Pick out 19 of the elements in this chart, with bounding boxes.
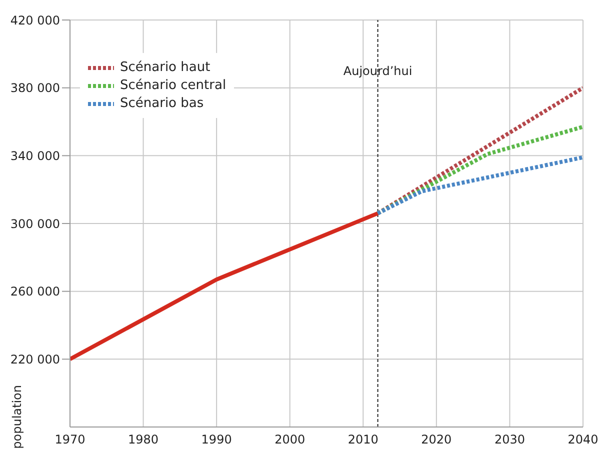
y-tick-label: 300 000	[10, 216, 60, 231]
legend-label: Scénario central	[120, 78, 226, 93]
legend-label: Scénario bas	[120, 96, 204, 111]
x-tick-label: 2000	[274, 432, 306, 447]
x-tick-label: 1990	[201, 432, 232, 447]
x-tick-label: 2040	[568, 432, 598, 447]
y-tick-label: 260 000	[10, 284, 60, 299]
x-tick-label: 2030	[494, 432, 525, 447]
ref-line-label: Aujourd’hui	[343, 64, 412, 78]
x-tick-label: 2010	[348, 432, 378, 447]
y-tick-label: 380 000	[10, 81, 60, 96]
y-tick-label: 220 000	[10, 352, 60, 366]
x-tick-label: 2020	[421, 432, 452, 447]
y-axis-title: population	[10, 385, 24, 449]
legend-label: Scénario haut	[120, 60, 210, 75]
x-tick-label: 1980	[128, 432, 159, 447]
y-tick-label: 420 000	[10, 13, 60, 28]
y-tick-label: 340 000	[10, 148, 60, 163]
x-tick-label: 1970	[54, 432, 86, 447]
